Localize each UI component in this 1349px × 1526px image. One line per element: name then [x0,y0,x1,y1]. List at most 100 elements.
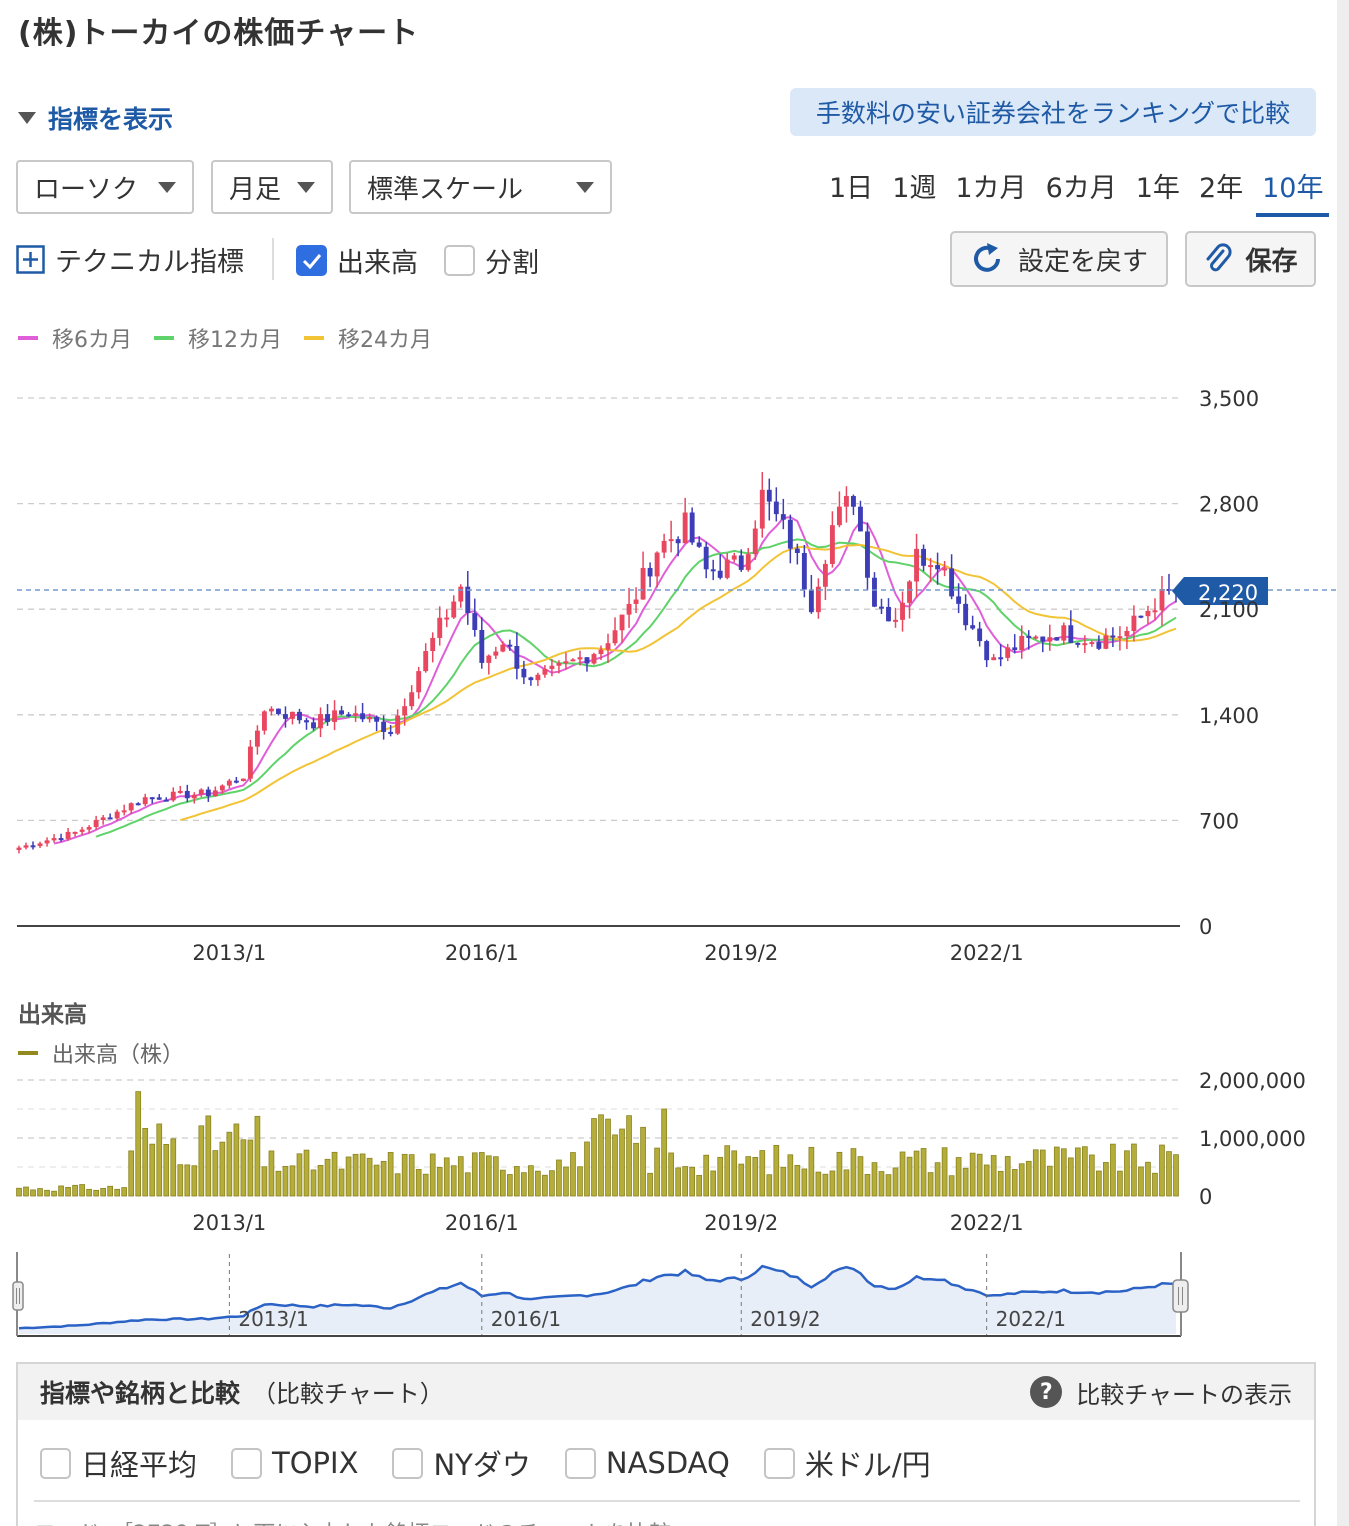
volume-axes: 0 1,000,000 2,000,000 2013/1 2016/1 2019/2 202… [192,1069,1305,1235]
navigator-tick-label: 2016/1 [491,1307,561,1331]
compare-option-nikkei[interactable]: 日経平均 [40,1442,197,1484]
legend-item-ma6: 移6カ月 [18,322,132,354]
candle-body [318,714,323,729]
navigator-left-handle[interactable] [12,1281,24,1311]
volume-bar [990,1155,997,1197]
candle-body [1124,631,1130,637]
volume-bar [387,1152,394,1197]
volume-bar [934,1162,941,1197]
volume-y-tick-label: 0 [1199,1185,1212,1209]
volume-bar [485,1155,492,1197]
x-tick-label: 2022/1 [950,941,1024,965]
compare-option-usdjpy[interactable]: 米ドル/円 [763,1442,931,1484]
volume-bar [773,1144,780,1197]
navigator-right-handle[interactable] [1172,1279,1189,1313]
tab-range-1d[interactable]: 1日 [829,173,874,204]
candle-body [114,811,120,819]
volume-y-tick-label: 1,000,000 [1199,1127,1306,1151]
candle-body [135,803,141,806]
candle-body [79,829,85,832]
scale-value: 標準スケール [367,174,524,205]
volume-bar [331,1151,338,1197]
candle-body [731,555,737,560]
compare-option-topix[interactable]: TOPIX [231,1442,358,1484]
nasdaq-checkbox[interactable] [564,1447,596,1479]
scale-select[interactable]: 標準スケール [349,160,612,214]
topix-checkbox[interactable] [231,1447,263,1479]
current-price-tag: 2,220 [1172,577,1268,605]
compare-panel: 指標や銘柄と比較 （比較チャート） ? 比較チャートの表示 日経平均 TOPIX N… [16,1362,1316,1526]
candle-body [907,581,912,603]
volume-bar [787,1154,794,1197]
reset-settings-button[interactable]: 設定を戻す [950,231,1168,287]
period-select[interactable]: 月足 [211,160,333,214]
volume-bar [79,1184,85,1197]
volume-bar [450,1165,457,1197]
volume-bar [1096,1170,1102,1197]
technical-indicator-option[interactable]: テクニカル指標 [16,240,244,279]
price-chart[interactable]: 2,220 0 700 1,400 2,100 2,800 3,500 2013/1 2016… [0,380,1340,980]
volume-bar [429,1153,436,1197]
broker-ranking-link[interactable]: 手数料の安い証券会社をランキングで比較 [790,88,1316,136]
tab-range-1w[interactable]: 1週 [892,173,937,204]
volume-bar [829,1170,836,1197]
compare-option-nasdaq[interactable]: NASDAQ [564,1442,730,1484]
nydow-checkbox[interactable] [392,1447,424,1479]
tab-range-10y[interactable]: 10年 [1256,164,1330,217]
compare-help-link[interactable]: ? 比較チャートの表示 [1030,1375,1292,1410]
volume-bar [962,1167,969,1197]
candle-body [500,644,506,652]
candle-body [16,847,22,850]
split-checkbox-option[interactable]: 分割 [444,241,539,280]
candle-body [801,552,807,590]
candle-body [332,710,337,722]
volume-bar [584,1141,590,1197]
volume-bar [1124,1150,1130,1197]
show-indicators-toggle[interactable]: 指標を表示 [18,100,173,136]
save-button[interactable]: 保存 [1185,231,1316,287]
split-checkbox-label: 分割 [485,248,539,279]
page-scrollbar[interactable] [1337,0,1349,1526]
tab-range-2y[interactable]: 2年 [1198,173,1244,204]
candle-body [198,789,204,795]
volume-bar [317,1164,324,1197]
volume-bar [44,1189,50,1197]
chart-type-select[interactable]: ローソク [16,160,194,214]
volume-bar [549,1170,555,1197]
volume-bar [640,1126,646,1197]
candle-body [184,790,190,799]
volume-checkbox[interactable] [296,245,327,276]
candle-body [226,780,232,786]
candle-body [970,625,976,629]
volume-bar [107,1185,113,1197]
nikkei-checkbox[interactable] [40,1447,71,1479]
range-navigator[interactable]: 2013/1 2016/1 2019/2 2022/1 [0,1248,1200,1342]
volume-bar [205,1115,212,1197]
candle-body [430,637,436,652]
volume-bar [591,1118,597,1197]
volume-bar [521,1172,527,1197]
y-tick-label: 3,500 [1199,387,1259,411]
volume-bar [542,1174,548,1197]
candle-body [766,489,772,502]
volume-bar [969,1152,976,1197]
volume-chart[interactable]: 0 1,000,000 2,000,000 2013/1 2016/1 2019/2 202… [0,1060,1340,1240]
split-checkbox[interactable] [444,245,475,276]
volume-bar [892,1167,899,1197]
candle-body [261,711,267,731]
volume-bar [1067,1157,1074,1197]
volume-bar [261,1166,268,1197]
legend-label: 移24カ月 [338,328,432,353]
volume-bar [1110,1143,1116,1197]
chevron-down-icon [297,181,315,193]
candle-body [1089,642,1095,645]
candle-body [759,489,765,529]
tab-range-1y[interactable]: 1年 [1135,173,1180,204]
compare-option-nydow[interactable]: NYダウ [392,1442,531,1484]
volume-checkbox-option[interactable]: 出来高 [296,241,418,280]
x-tick-label: 2016/1 [445,941,519,965]
tab-range-6m[interactable]: 6カ月 [1045,173,1117,204]
volume-bar [745,1156,752,1197]
tab-range-1m[interactable]: 1カ月 [955,173,1027,204]
usdjpy-checkbox[interactable] [763,1447,795,1479]
